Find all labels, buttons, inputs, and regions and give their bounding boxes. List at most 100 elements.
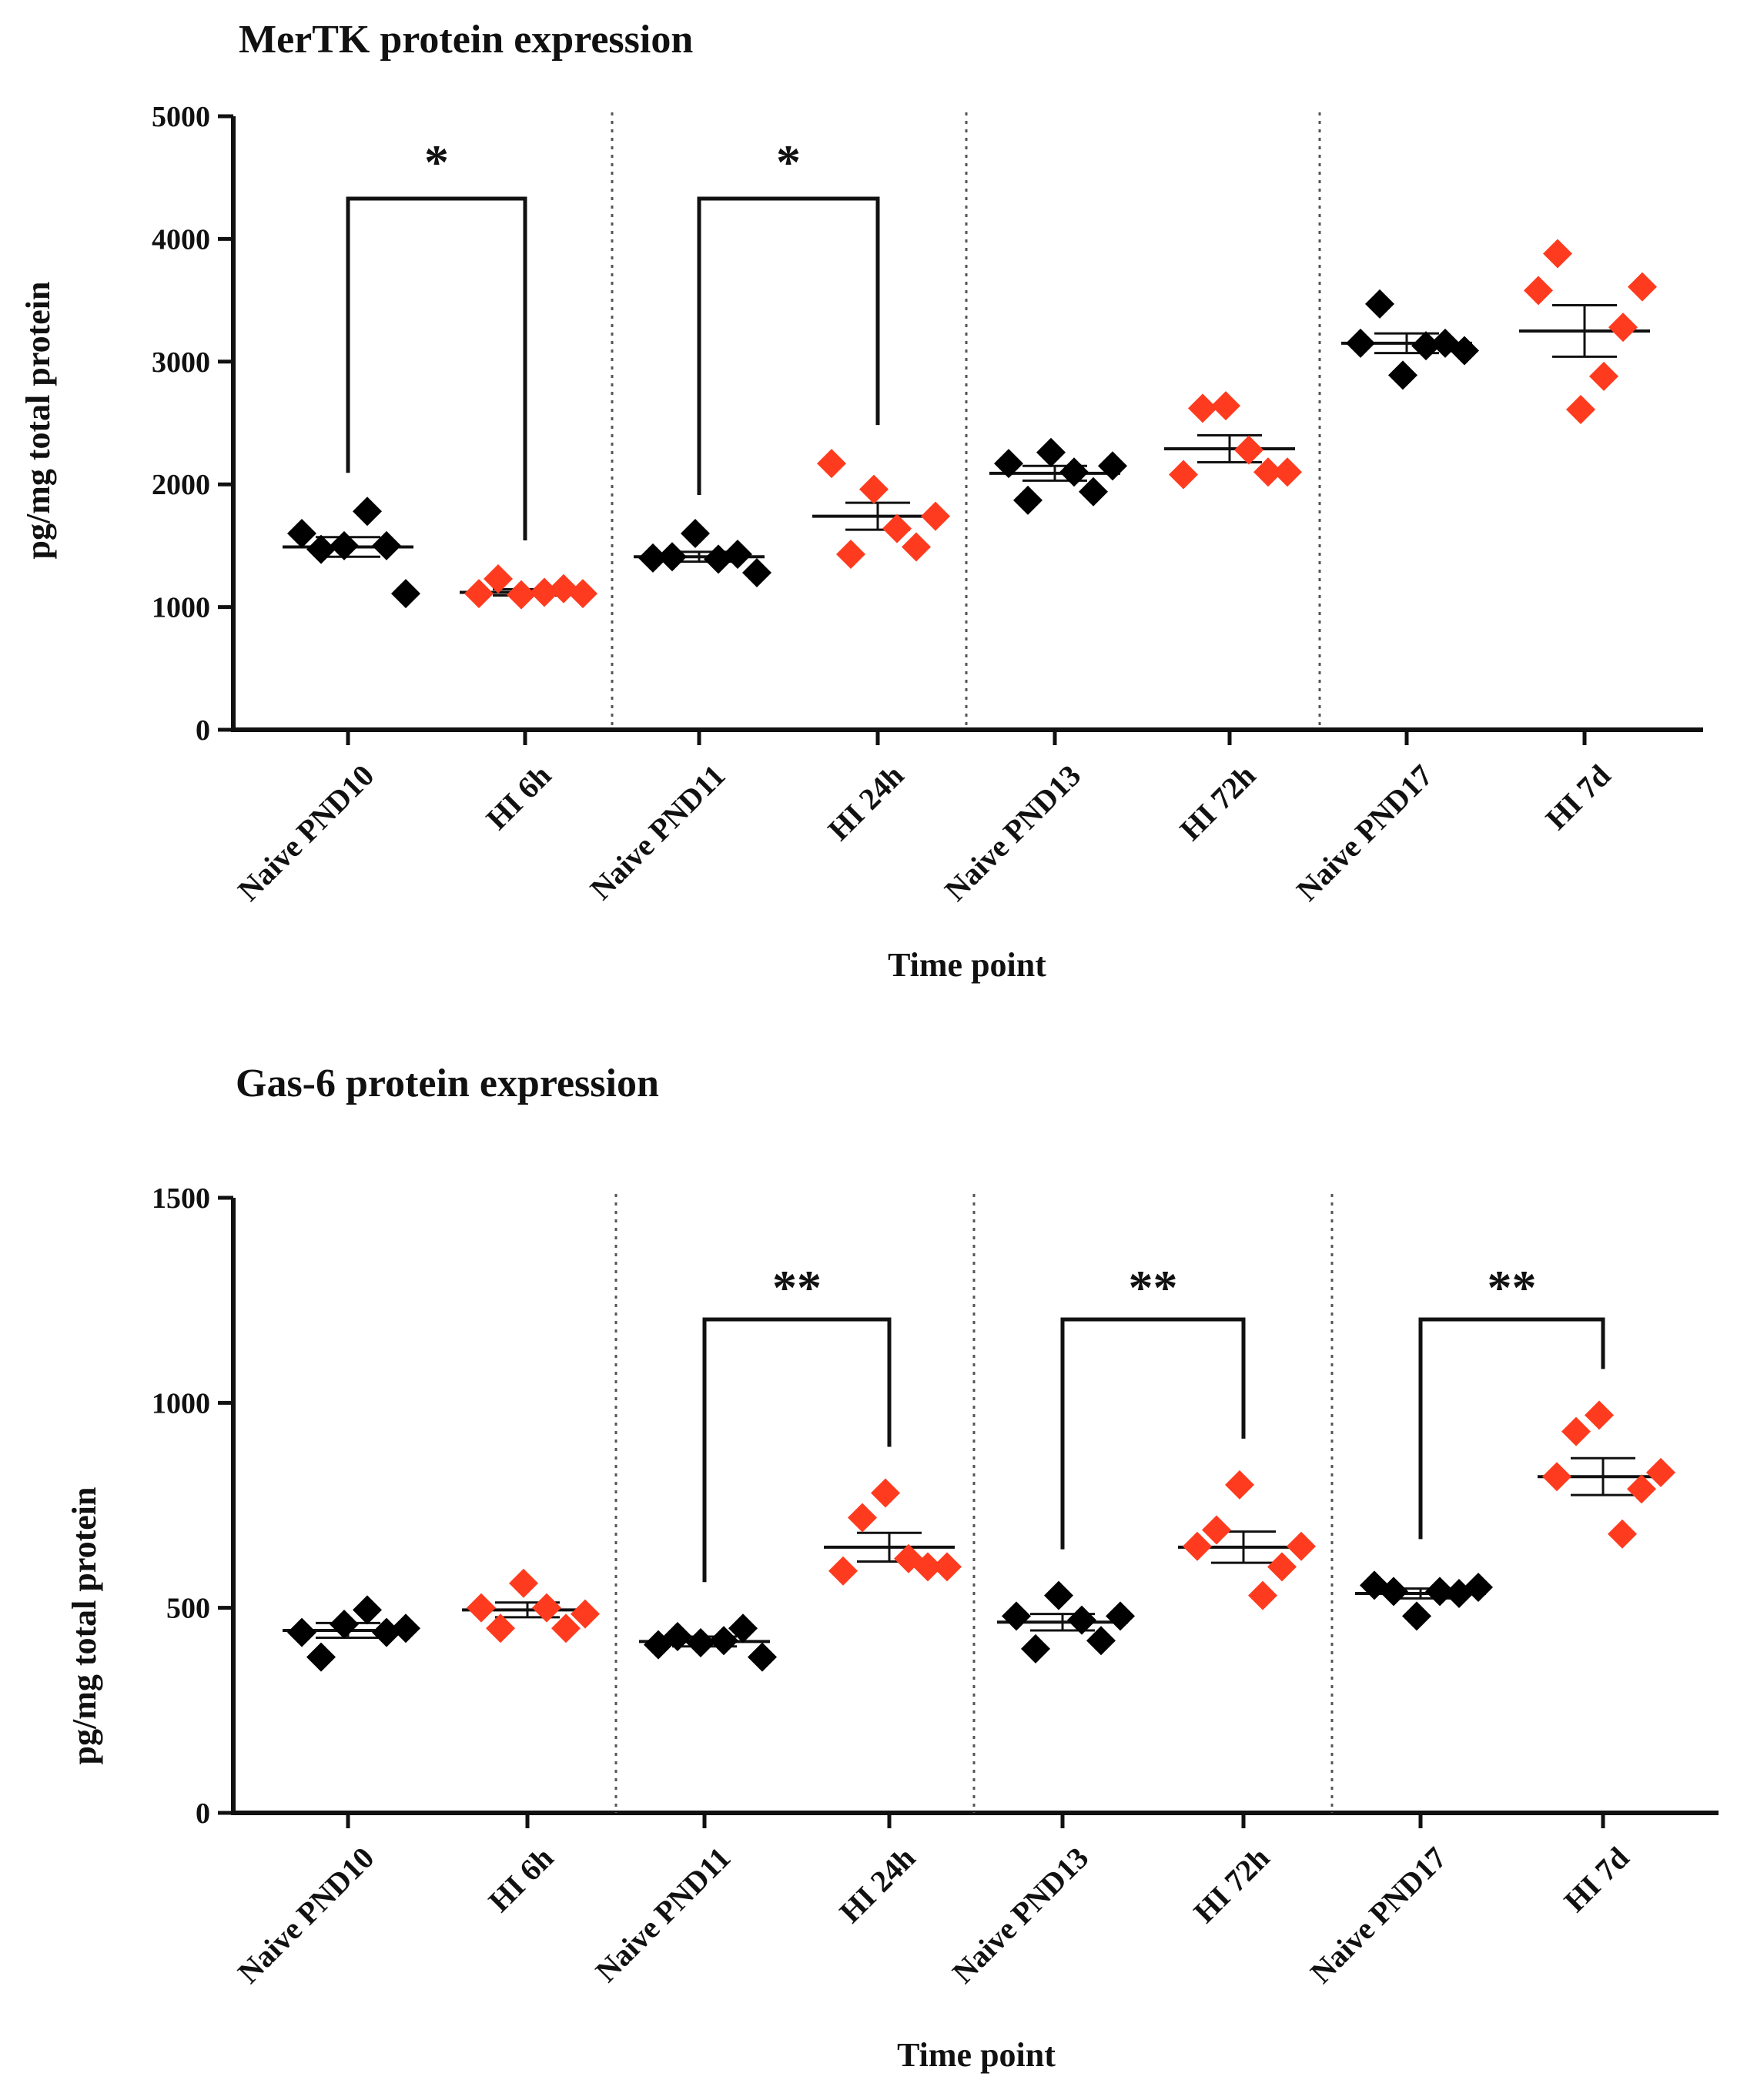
data-point [372,1617,401,1647]
data-point [353,1595,382,1625]
data-point [1188,393,1217,423]
data-point [1566,394,1595,424]
data-point [1287,1531,1316,1561]
data-point [306,1642,336,1672]
data-point [486,1613,515,1644]
data-point [994,449,1023,479]
data-point [391,1613,420,1644]
y-tick-label: 0 [196,714,210,747]
x-tick-label: HI 6h [480,758,558,837]
data-point [1585,1400,1614,1430]
data-point [1106,1601,1135,1631]
data-point [1273,457,1302,487]
x-tick-label: Naive PND10 [231,758,380,908]
data-point [1627,1474,1656,1504]
data-point [484,563,513,594]
data-point [1183,1531,1212,1561]
y-tick-label: 0 [196,1797,210,1830]
data-point [1079,477,1108,507]
data-point [1248,1580,1277,1610]
data-point [372,530,401,560]
data-point [686,1627,715,1657]
data-point [1402,1601,1431,1631]
data-point [1425,1577,1454,1607]
data-point [1450,336,1479,366]
chart-title: Gas-6 protein expression [236,1062,659,1105]
significance-bracket [702,1317,892,1583]
data-point [551,1613,581,1644]
data-point [663,1621,692,1651]
data-point [1360,1570,1389,1600]
data-point [921,501,950,531]
x-tick-label: Naive PND17 [1304,1841,1453,1990]
chart-title: MerTK protein expression [239,18,693,62]
data-point [467,1593,496,1623]
data-point [1036,437,1066,467]
x-tick-label: Naive PND10 [231,1841,380,1990]
data-point [1044,1580,1073,1610]
mertk-chart: MerTK protein expression Time point pg/m… [19,18,1703,984]
x-tick-label: HI 7d [1558,1841,1636,1919]
data-point [1002,1601,1031,1631]
data-point [464,579,494,609]
x-tick-label: Naive PND11 [588,1841,737,1989]
x-tick-label: HI 6h [482,1841,561,1919]
y-tick-label: 1000 [152,592,210,624]
data-point [859,474,889,504]
significance-label: ** [772,1260,822,1315]
data-point [1202,1515,1231,1545]
data-point [748,1642,777,1672]
data-point [1411,331,1441,361]
mertk-chart-svg: MerTK protein expression Time point pg/m… [19,18,1703,984]
x-tick-label: Naive PND11 [583,758,731,907]
data-point [509,1568,538,1598]
significance-bracket [346,196,527,540]
data-point [1225,1470,1254,1500]
data-point [530,577,559,607]
data-point [1379,1577,1408,1607]
data-point [638,543,668,573]
x-axis-title: Time point [897,2036,1056,2074]
x-tick-label: Naive PND17 [1290,758,1439,908]
data-point [709,1626,738,1656]
data-point [568,579,597,609]
data-point [1589,361,1618,391]
data-point [1646,1457,1675,1487]
x-tick-label: HI 24h [821,758,910,848]
data-point [848,1503,877,1533]
significance-label: ** [1129,1260,1178,1315]
data-point [902,532,931,562]
data-point [330,1609,359,1639]
data-point [1067,1605,1096,1635]
significance-label: ** [1488,1260,1537,1315]
data-point [932,1552,962,1582]
data-point [658,542,687,572]
x-tick-label: HI 7d [1539,758,1618,837]
y-tick-label: 2000 [152,469,210,501]
data-point [1608,1519,1637,1549]
x-axis-title: Time point [888,946,1046,984]
data-point [728,1613,758,1644]
data-point [1098,451,1127,481]
data-point [287,518,316,548]
y-tick-label: 5000 [152,101,210,133]
data-point [353,497,382,527]
y-tick-label: 500 [166,1593,210,1625]
x-tick-label: HI 72h [1173,758,1262,848]
y-tick-label: 1000 [152,1387,210,1420]
y-tick-label: 3000 [152,346,210,379]
data-point [828,1556,858,1586]
data-point [306,534,336,564]
data-point [742,557,771,587]
data-point [836,540,865,570]
data-point [391,579,420,609]
x-tick-label: HI 24h [832,1841,922,1930]
data-point [882,513,912,543]
data-point [871,1478,900,1508]
data-point [1524,276,1553,306]
significance-label: * [776,135,801,189]
data-point [681,518,710,548]
data-point [1388,360,1417,390]
data-point [1086,1626,1116,1656]
significance-label: * [424,135,449,189]
